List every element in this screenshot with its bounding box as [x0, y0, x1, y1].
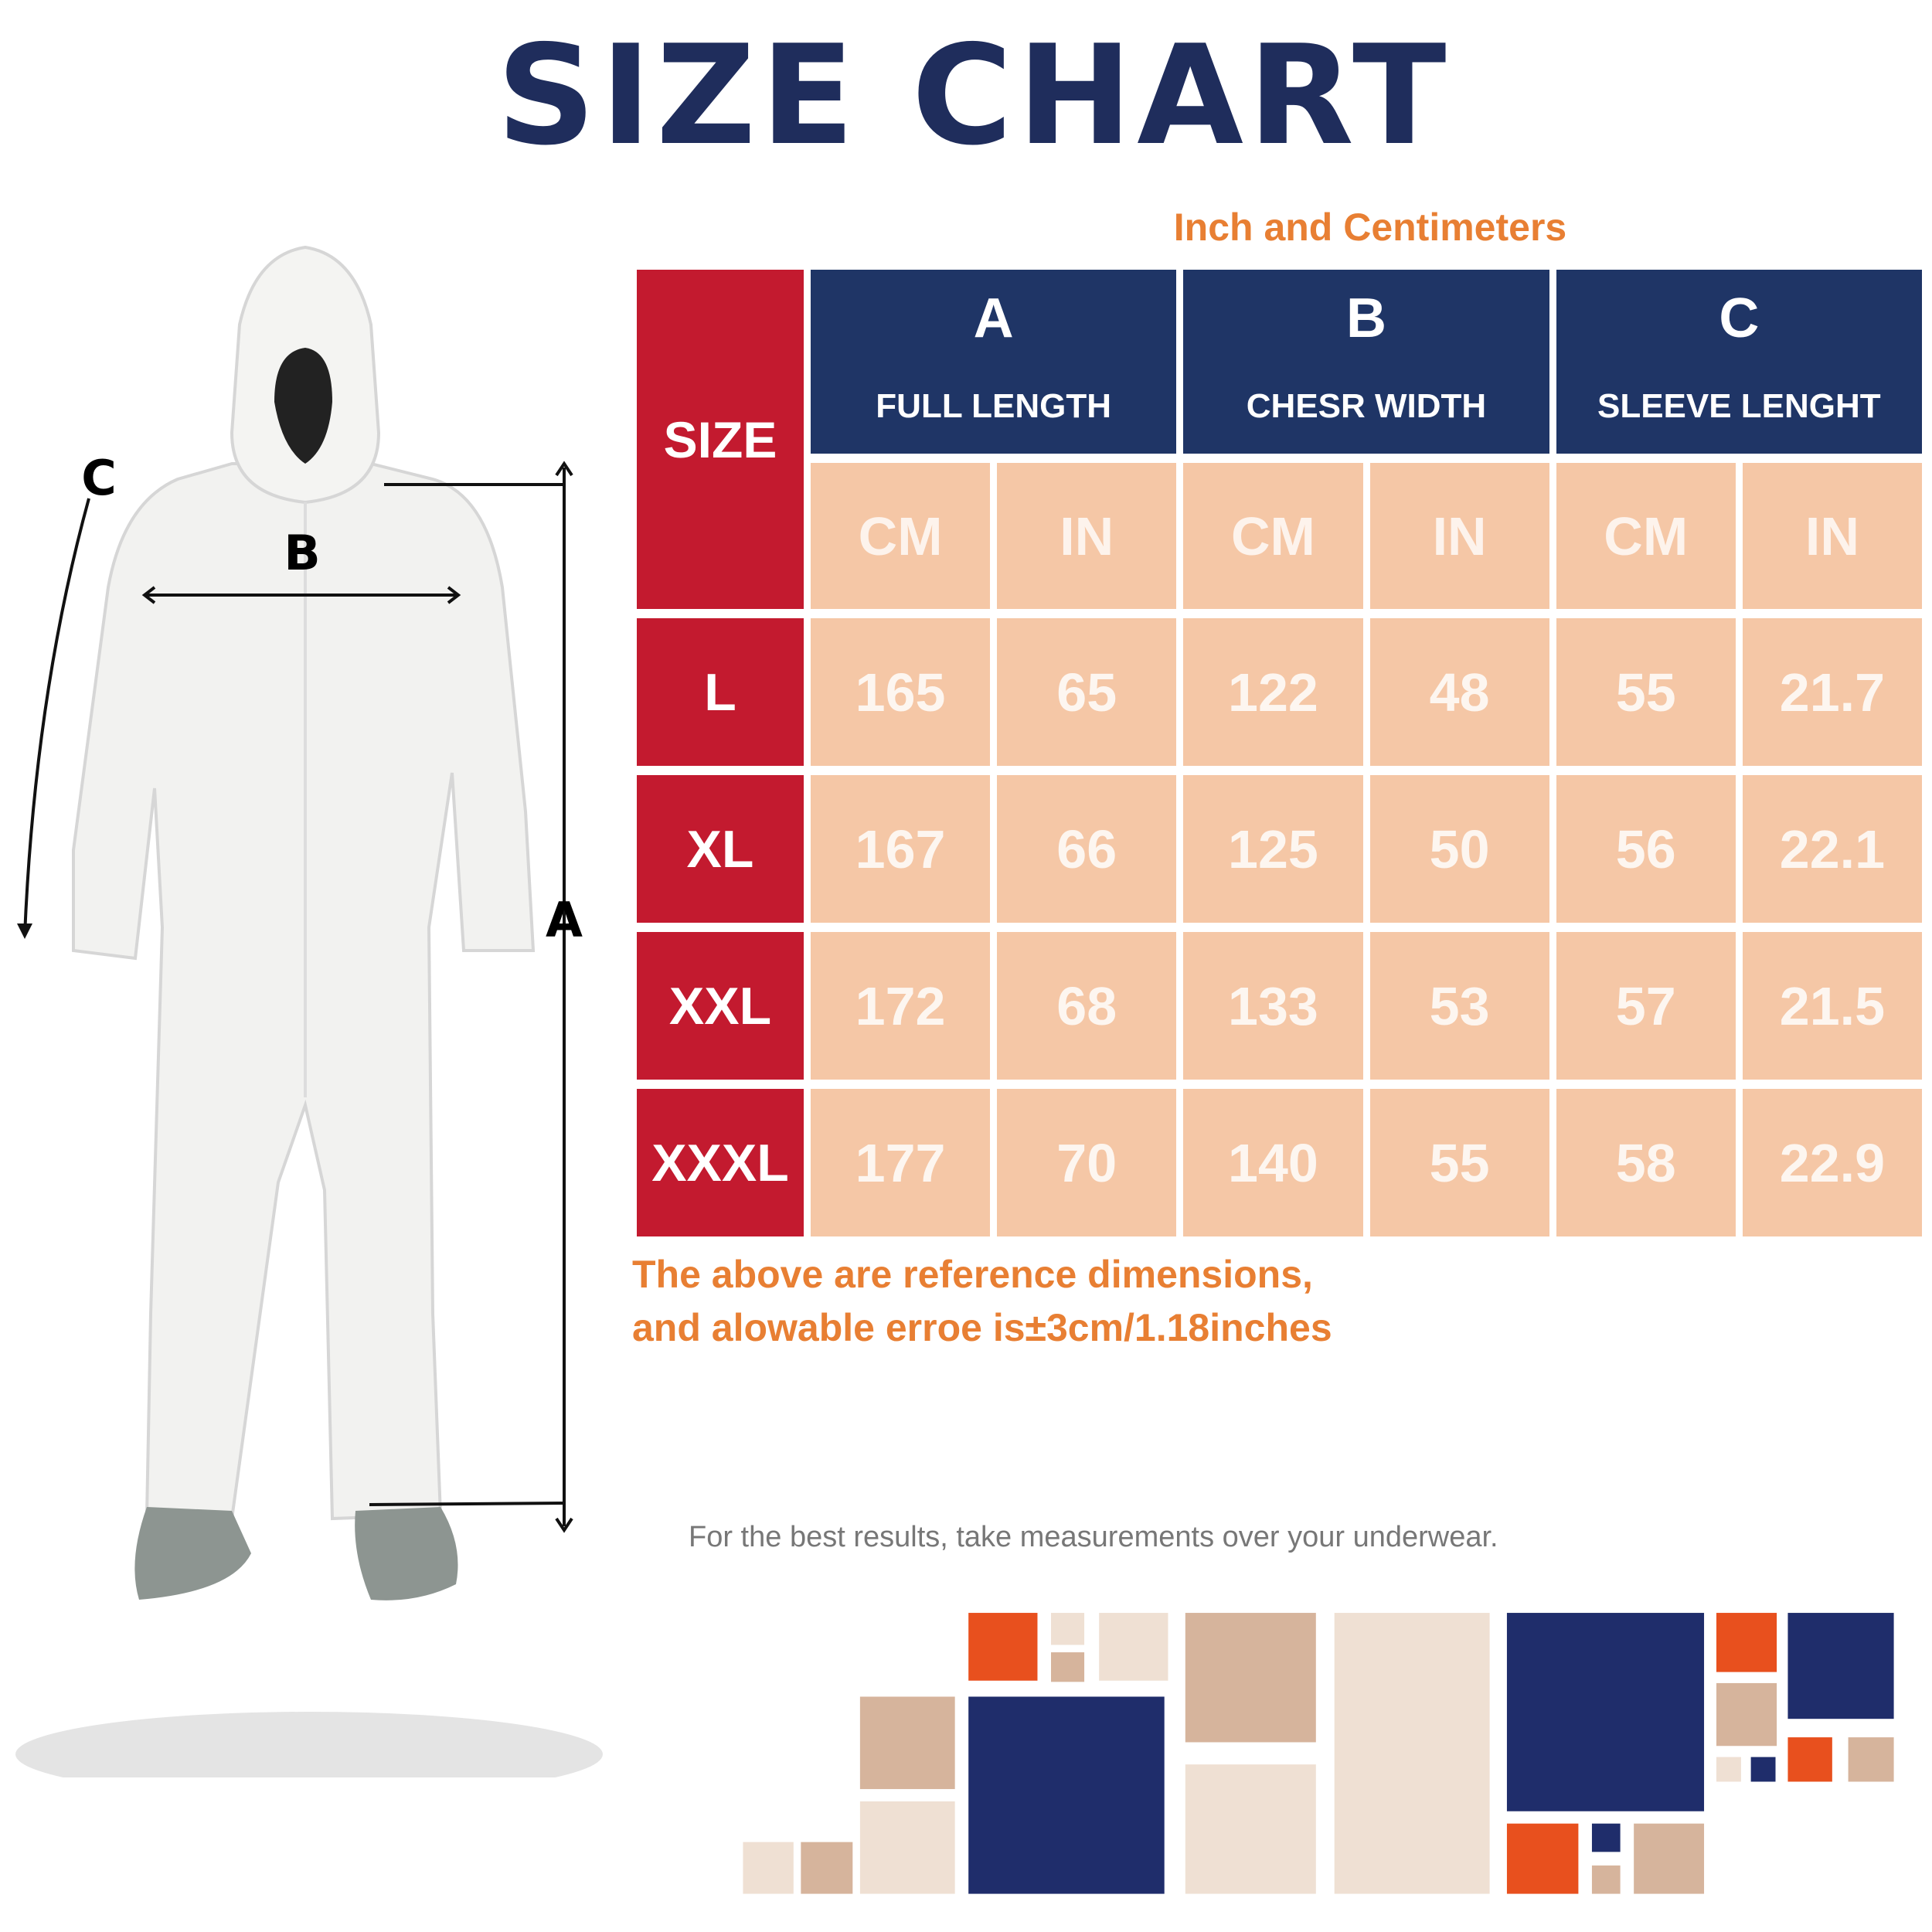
table-cell: 177 [811, 1089, 991, 1236]
table-cell: 165 [811, 618, 991, 766]
size-label: L [637, 618, 804, 766]
table-cell: 22.9 [1742, 1089, 1922, 1236]
decorative-square [1787, 1737, 1832, 1782]
decorative-square [1634, 1823, 1705, 1894]
label-c: C [81, 450, 117, 506]
group-header-b: B CHESR WIDTH [1183, 270, 1549, 454]
unit-header: IN [997, 463, 1177, 609]
table-cell: 53 [1369, 932, 1549, 1080]
label-b: B [284, 525, 320, 581]
unit-header: CM [811, 463, 991, 609]
table-cell: 133 [1183, 932, 1363, 1080]
table-cell: 125 [1183, 775, 1363, 923]
table-cell: 65 [997, 618, 1177, 766]
coverall-body [72, 462, 536, 1521]
coverall-figure: A B C [15, 245, 603, 1777]
table-cell: 68 [997, 932, 1177, 1080]
decorative-square [1506, 1823, 1579, 1894]
table-cell: 58 [1556, 1089, 1736, 1236]
size-label: XXXL [637, 1089, 804, 1236]
decorative-square [859, 1801, 955, 1894]
left-boot [134, 1507, 251, 1600]
group-letter: C [1719, 287, 1760, 349]
face-opening [274, 348, 332, 464]
group-name: FULL LENGTH [876, 387, 1112, 425]
label-a: A [546, 892, 583, 948]
size-label: XL [637, 775, 804, 923]
decorative-square [1185, 1764, 1316, 1894]
table-cell: 167 [811, 775, 991, 923]
decorative-square [1334, 1613, 1490, 1894]
decorative-square [801, 1842, 853, 1894]
table-cell: 140 [1183, 1089, 1363, 1236]
group-name: SLEEVE LENGHT [1597, 387, 1881, 425]
table-cell: 21.5 [1742, 932, 1922, 1080]
decorative-square [968, 1613, 1038, 1681]
decorative-square [1591, 1823, 1621, 1852]
decorative-square [1051, 1652, 1085, 1682]
decorative-square [1716, 1613, 1777, 1672]
group-letter: A [973, 287, 1014, 349]
page-title: SIZE CHART [496, 15, 1451, 175]
decorative-square [1099, 1613, 1168, 1681]
decorative-square [1716, 1682, 1777, 1747]
right-boot [355, 1507, 458, 1600]
table-cell: 55 [1369, 1089, 1549, 1236]
table-cell: 70 [997, 1089, 1177, 1236]
figure-shadow [15, 1712, 603, 1777]
decorative-square [1848, 1737, 1894, 1782]
decorative-square [968, 1696, 1165, 1894]
table-cell: 50 [1369, 775, 1549, 923]
table-cell: 172 [811, 932, 991, 1080]
table-cell: 48 [1369, 618, 1549, 766]
table-cell: 122 [1183, 618, 1363, 766]
decorative-square [1750, 1757, 1776, 1782]
table-cell: 66 [997, 775, 1177, 923]
group-header-a: A FULL LENGTH [811, 270, 1177, 454]
decorative-square [1051, 1613, 1085, 1645]
decorative-square [1716, 1757, 1741, 1782]
table-cell: 55 [1556, 618, 1736, 766]
table-cell: 22.1 [1742, 775, 1922, 923]
group-letter: B [1345, 287, 1386, 349]
table-cell: 21.7 [1742, 618, 1922, 766]
decorative-square [1185, 1613, 1316, 1743]
decorative-square [1787, 1613, 1894, 1719]
unit-header: IN [1369, 463, 1549, 609]
size-table: SIZE A FULL LENGTH B CHESR WIDTH C SLEEV… [637, 270, 1922, 1236]
note-line-2: and alowable erroe is±3cm/1.18inches [632, 1306, 1332, 1349]
decorative-square [1506, 1613, 1705, 1811]
decorative-square [743, 1842, 794, 1894]
tolerance-note: The above are reference dimensions, and … [632, 1248, 1332, 1355]
units-subtitle: Inch and Centimeters [1173, 206, 1567, 249]
unit-header: IN [1742, 463, 1922, 609]
size-header: SIZE [637, 270, 804, 609]
decorative-square [859, 1696, 955, 1790]
group-header-c: C SLEEVE LENGHT [1556, 270, 1922, 454]
measurement-tip: For the best results, take measurements … [689, 1521, 1498, 1553]
table-cell: 56 [1556, 775, 1736, 923]
arrow-c [23, 498, 90, 936]
table-cell: 57 [1556, 932, 1736, 1080]
unit-header: CM [1183, 463, 1363, 609]
decorative-square [1591, 1865, 1621, 1894]
unit-header: CM [1556, 463, 1736, 609]
group-name: CHESR WIDTH [1246, 387, 1487, 425]
note-line-1: The above are reference dimensions, [632, 1253, 1313, 1296]
size-label: XXL [637, 932, 804, 1080]
